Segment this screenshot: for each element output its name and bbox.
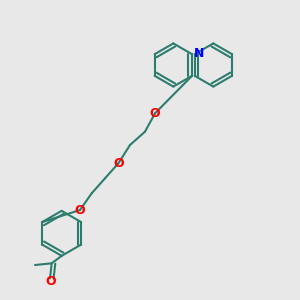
Text: O: O bbox=[75, 203, 85, 217]
Text: O: O bbox=[45, 275, 56, 288]
Text: O: O bbox=[113, 157, 124, 170]
Text: N: N bbox=[194, 47, 204, 60]
Text: O: O bbox=[150, 107, 160, 120]
